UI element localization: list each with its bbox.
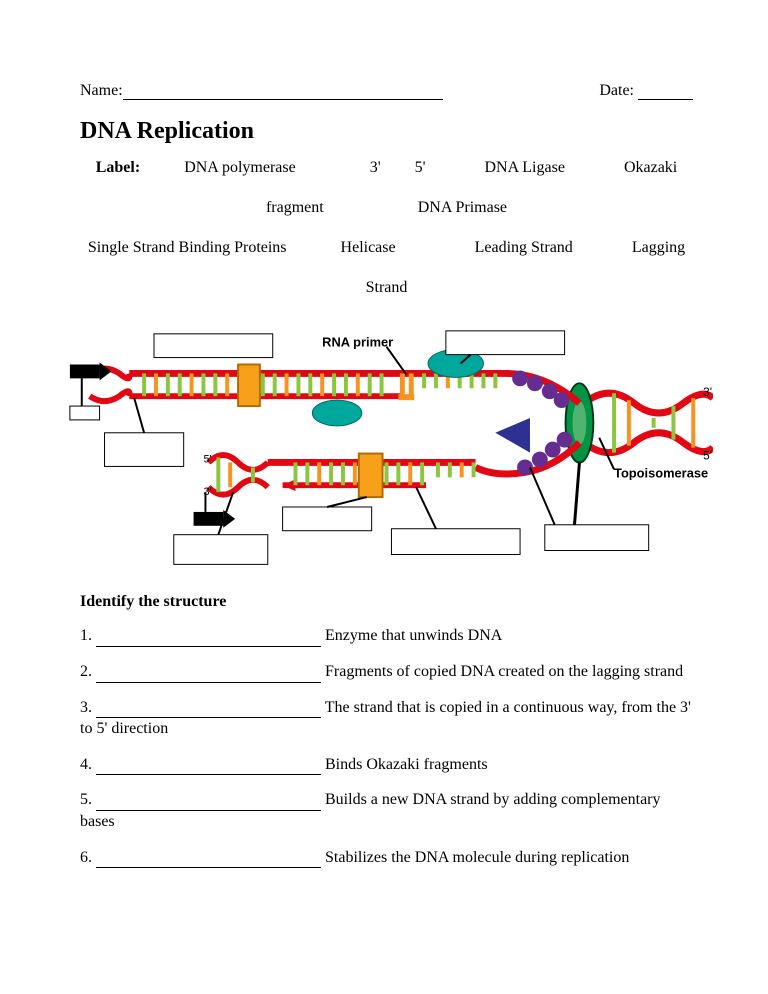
wordbank-label: Label: (96, 159, 140, 177)
q-num: 3. (80, 699, 92, 716)
arrow-box-lagging (194, 512, 224, 526)
arrow-box-leading-2 (70, 406, 100, 420)
q-text: The strand that is copied in a continuou… (325, 699, 691, 716)
answer-blank-6[interactable] (96, 867, 321, 868)
page-title: DNA Replication (80, 118, 693, 145)
label-box-3[interactable] (105, 433, 184, 467)
answer-blank-3[interactable] (96, 717, 321, 718)
wordbank-term: Helicase (341, 239, 396, 257)
primase-shape (495, 418, 530, 453)
q-text: Enzyme that unwinds DNA (325, 627, 502, 644)
q-text: Stabilizes the DNA molecule during repli… (325, 849, 629, 866)
name-label: Name: (80, 82, 123, 99)
leading-bases (144, 373, 381, 396)
diagram-svg: 3' 5' (60, 319, 713, 566)
wordbank-term: DNA polymerase (184, 159, 296, 177)
q-num: 1. (80, 627, 92, 644)
rna-primer-leading (398, 373, 414, 400)
question-2: 2. Fragments of copied DNA created on th… (80, 661, 693, 683)
q-text: Binds Okazaki fragments (325, 756, 488, 773)
label-box-4[interactable] (174, 535, 268, 565)
five-prime-label: 5' (703, 448, 712, 462)
wordbank-row-3: Single Strand Binding Proteins Helicase … (80, 239, 693, 257)
question-6: 6. Stabilizes the DNA molecule during re… (80, 847, 693, 869)
q-text: Builds a new DNA strand by adding comple… (325, 791, 661, 808)
word-bank: Label: DNA polymerase 3' 5' DNA Ligase O… (80, 159, 693, 297)
name-field[interactable]: Name: (80, 82, 443, 100)
date-field[interactable]: Date: (599, 82, 693, 100)
q-tail: bases (80, 813, 115, 830)
wordbank-term: DNA Primase (418, 199, 507, 217)
q-num: 5. (80, 791, 92, 808)
arrow-box-leading (70, 365, 100, 379)
wordbank-row-2: fragment DNA Primase (80, 199, 693, 217)
five-upper-label: 5' (203, 453, 211, 465)
wordbank-row-1: Label: DNA polymerase 3' 5' DNA Ligase O… (80, 159, 693, 177)
q-num: 2. (80, 663, 92, 680)
wordbank-term: Single Strand Binding Proteins (88, 239, 287, 257)
parent-dna (584, 393, 713, 452)
label-box-7[interactable] (545, 525, 649, 551)
polymerase-leading-shape (238, 365, 260, 407)
topoisomerase-label: Topoisomerase (614, 465, 708, 480)
polymerase-lagging-shape (359, 454, 383, 498)
answer-blank-1[interactable] (96, 646, 321, 647)
dna-replication-diagram: 3' 5' (60, 319, 713, 571)
label-box-6[interactable] (391, 529, 520, 555)
answer-blank-2[interactable] (96, 682, 321, 683)
ligase-shape (312, 400, 361, 426)
wordbank-term: 3' (370, 159, 381, 177)
label-box-2[interactable] (446, 331, 565, 355)
answer-blank-5[interactable] (96, 810, 321, 811)
wordbank-term: fragment (266, 199, 324, 217)
identify-heading: Identify the structure (80, 593, 693, 611)
rna-primer-label: RNA primer (322, 335, 393, 350)
lagging-left-helix (208, 455, 267, 495)
q-num: 6. (80, 849, 92, 866)
wordbank-row-4: Strand (80, 279, 693, 297)
name-blank[interactable] (123, 99, 443, 100)
label-box-5[interactable] (283, 507, 372, 531)
question-1: 1. Enzyme that unwinds DNA (80, 625, 693, 647)
wordbank-term: Lagging (632, 239, 685, 257)
wordbank-term: DNA Ligase (485, 159, 565, 177)
question-5: 5. Builds a new DNA strand by adding com… (80, 789, 693, 832)
q-text: Fragments of copied DNA created on the l… (325, 663, 683, 680)
wordbank-term: Okazaki (624, 159, 677, 177)
question-3: 3. The strand that is copied in a contin… (80, 697, 693, 740)
wordbank-term: 5' (415, 159, 426, 177)
q-tail: to 5' direction (80, 720, 168, 737)
answer-blank-4[interactable] (96, 774, 321, 775)
header-row: Name: Date: (80, 82, 693, 100)
question-4: 4. Binds Okazaki fragments (80, 754, 693, 776)
wordbank-term: Leading Strand (475, 239, 573, 257)
date-label: Date: (599, 82, 634, 99)
wordbank-term: Strand (366, 279, 408, 297)
q-num: 4. (80, 756, 92, 773)
three-prime-label: 3' (703, 385, 712, 399)
date-blank[interactable] (638, 99, 693, 100)
label-box-1[interactable] (154, 334, 273, 358)
